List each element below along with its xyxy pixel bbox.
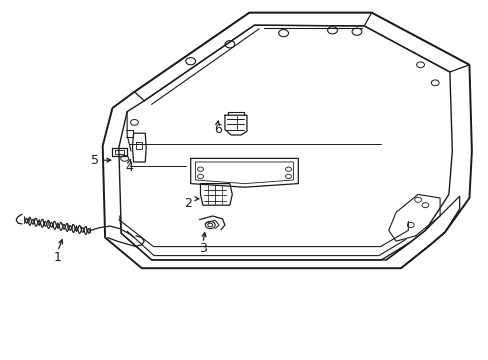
Text: 5: 5 [91,154,99,167]
Text: 6: 6 [213,123,221,136]
Text: 4: 4 [125,161,133,174]
Text: 2: 2 [184,197,192,210]
Text: 3: 3 [199,242,206,255]
Text: 1: 1 [54,251,61,264]
